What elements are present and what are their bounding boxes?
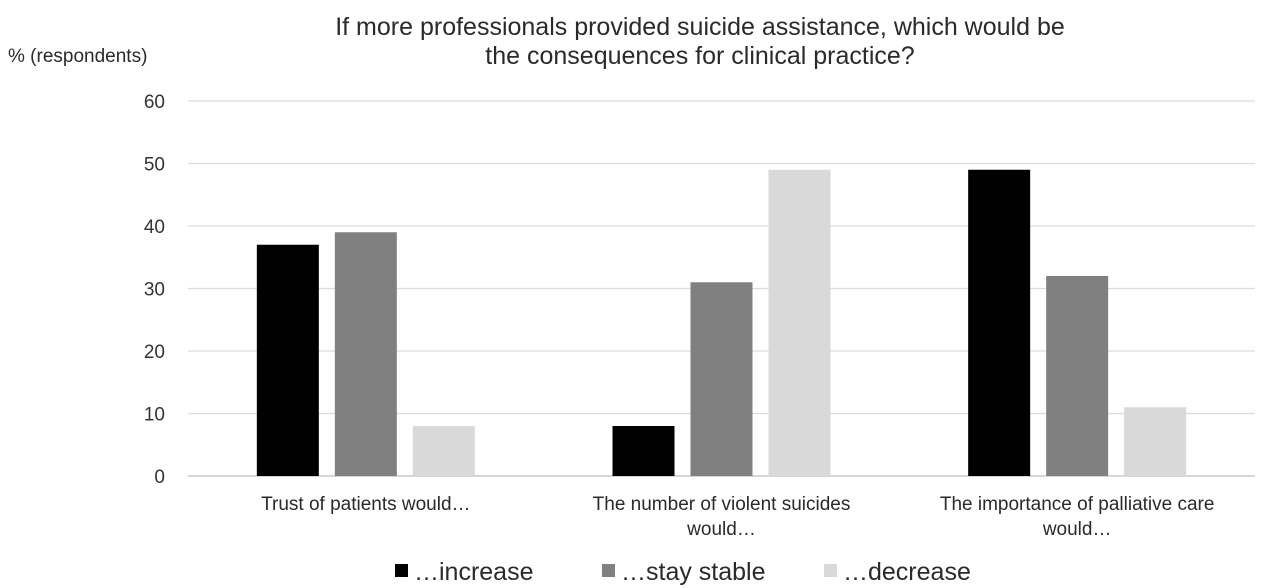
y-tick-labels: 0 10 20 30 40 50 60 [144,92,165,488]
legend-label: …stay stable [621,558,766,586]
legend-label: …increase [414,558,534,586]
legend: …increase …stay stable …decrease [395,558,971,586]
y-tick-label: 50 [144,155,165,176]
y-tick-label: 40 [144,217,165,238]
bar [1124,407,1187,476]
chart-title-line: If more professionals provided suicide a… [335,13,1065,41]
chart-title: If more professionals provided suicide a… [335,13,1065,70]
y-tick-label: 10 [144,405,165,426]
category-label: Trust of patients would… [261,494,470,515]
bar [768,169,831,476]
chart-title-line: the consequences for clinical practice? [485,42,914,70]
bar [334,232,397,476]
legend-label: …decrease [843,558,971,586]
bars [256,169,1187,476]
y-tick-label: 30 [144,280,165,301]
legend-swatch [824,564,837,577]
bar [968,169,1031,476]
y-tick-label: 60 [144,92,165,113]
bar [256,244,319,476]
y-tick-label: 0 [154,467,165,488]
category-label: would… [686,519,756,540]
bar [690,282,753,476]
category-labels: Trust of patients would… The number of vi… [261,494,1214,540]
y-axis-label: % (respondents) [8,46,147,67]
category-label: would… [1042,519,1112,540]
legend-swatch [395,564,408,577]
y-tick-label: 20 [144,342,165,363]
bar [612,426,675,476]
bar [1046,276,1109,476]
category-label: The importance of palliative care [940,494,1215,515]
category-label: The number of violent suicides [593,494,851,515]
bar [412,426,475,476]
legend-swatch [602,564,615,577]
